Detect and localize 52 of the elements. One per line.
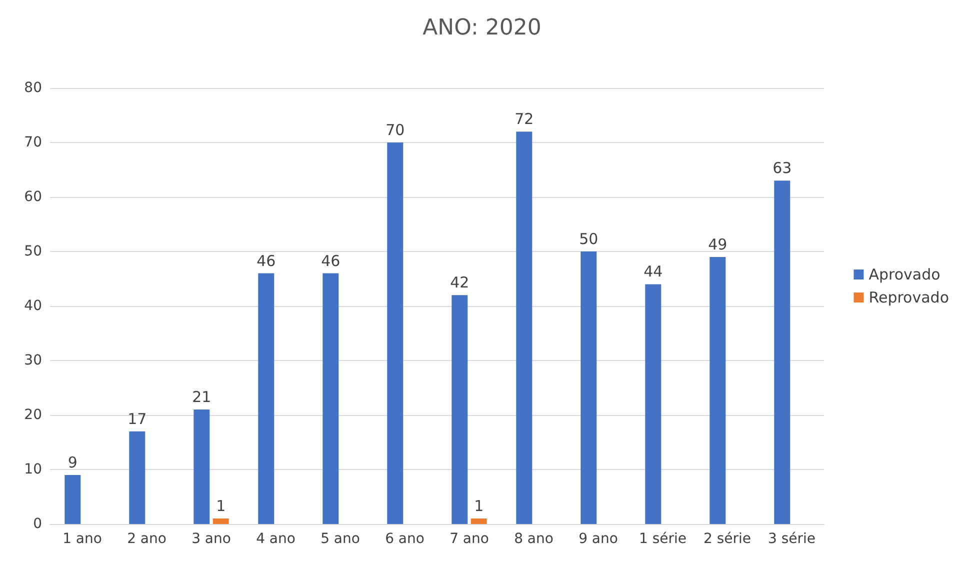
y-tick-label: 40 [24,298,42,314]
x-tick-label: 2 ano [127,531,166,547]
bar [516,132,532,524]
x-tick-label: 6 ano [385,531,424,547]
x-tick-label: 1 série [638,531,687,547]
bar [64,474,81,524]
bar [710,256,726,524]
y-tick-label: 30 [24,352,42,368]
data-label: 44 [644,262,663,281]
y-tick-label: 10 [24,462,42,478]
y-tick-label: 70 [24,134,42,150]
x-tick-label: 5 ano [320,531,360,547]
x-tick-label: 4 ano [256,531,296,547]
y-tick-label: 80 [24,80,42,96]
data-label: 42 [450,274,470,292]
data-label: 50 [579,230,598,248]
data-label: 46 [256,252,276,270]
bar [322,273,339,524]
x-tick-label: 3 série [768,531,816,547]
data-label: 70 [386,121,405,139]
data-label: 49 [708,235,728,254]
x-tick-label: 9 ano [578,531,618,547]
data-label: 9 [68,453,78,472]
bar [470,518,487,524]
bar [774,180,790,524]
x-tick-label: 1 ano [62,531,102,547]
data-label: 63 [772,159,792,178]
bar [194,410,210,524]
x-tick-label: 7 ano [450,531,489,547]
x-tick-label: 8 ano [514,531,554,547]
data-label: 1 [216,497,226,516]
data-label: 17 [128,410,147,428]
y-tick-label: 20 [24,407,42,423]
data-label: 46 [321,252,340,270]
y-tick-label: 60 [24,189,42,205]
y-tick-label: 0 [33,516,42,532]
bar [387,142,404,524]
chart-title: ANO: 2020 [422,16,542,40]
data-label: 21 [192,388,212,406]
bar [212,518,229,524]
x-tick-label: 2 série [703,531,752,547]
bar [452,295,468,524]
bar [258,273,274,524]
data-label: 1 [474,497,484,516]
data-label: 72 [514,110,534,128]
x-tick-label: 3 ano [192,531,231,547]
bar [580,252,597,524]
y-tick-label: 50 [24,244,42,260]
legend-label: Aprovado [868,266,940,284]
bar [645,284,662,524]
legend-label: Reprovado [868,288,949,306]
bar [129,431,146,524]
